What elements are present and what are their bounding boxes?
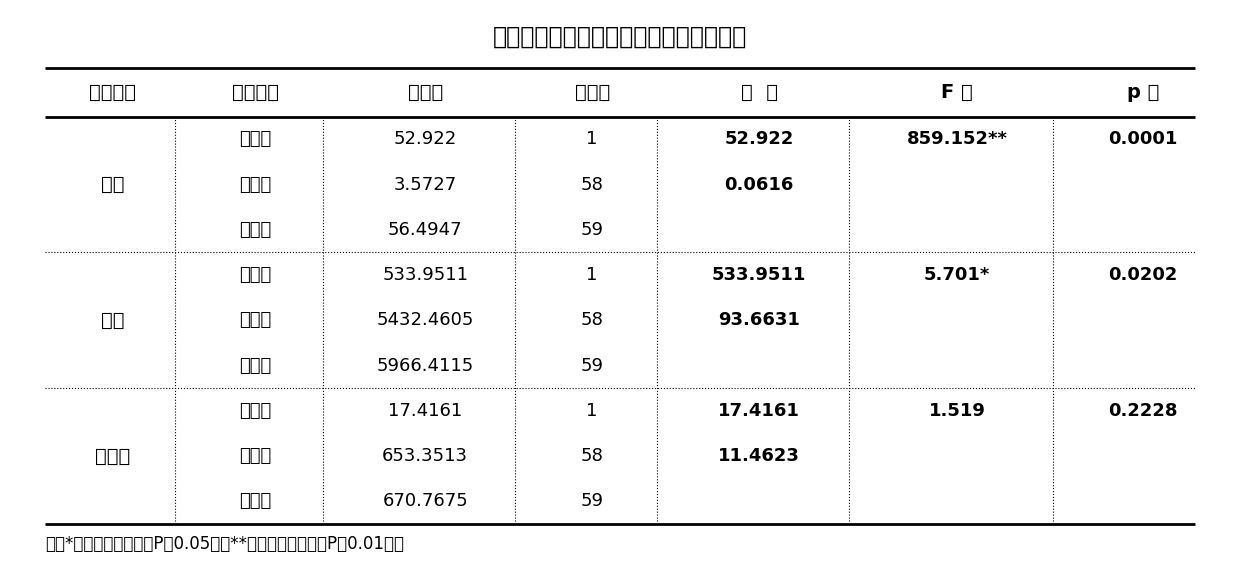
Text: 注：*表示差异极显著（P＜0.05），**表示差异极显著（P＜0.01）。: 注：*表示差异极显著（P＜0.05），**表示差异极显著（P＜0.01）。 [45,535,404,553]
Text: 0.0001: 0.0001 [1109,130,1178,148]
Text: 自由度: 自由度 [574,83,610,102]
Text: 56.4947: 56.4947 [388,221,463,239]
Text: 岩桂采收频率对各性状影响的方差分析表: 岩桂采收频率对各性状影响的方差分析表 [492,24,748,49]
Text: 1.519: 1.519 [929,402,986,420]
Text: 670.7675: 670.7675 [382,492,467,510]
Text: 0.0202: 0.0202 [1109,266,1178,284]
Text: 处理间: 处理间 [239,402,272,420]
Text: 5.701*: 5.701* [924,266,991,284]
Text: 58: 58 [580,447,604,465]
Text: 生物量: 生物量 [95,447,130,466]
Text: 0.0616: 0.0616 [724,176,794,194]
Text: 17.4161: 17.4161 [388,402,463,420]
Text: 处理内: 处理内 [239,447,272,465]
Text: 1: 1 [587,402,598,420]
Text: 5432.4605: 5432.4605 [377,311,474,329]
Text: 58: 58 [580,311,604,329]
Text: 859.152**: 859.152** [906,130,1008,148]
Text: p 值: p 值 [1126,83,1159,102]
Text: 1: 1 [587,266,598,284]
Text: 总变异: 总变异 [239,357,272,375]
Text: 533.9511: 533.9511 [382,266,469,284]
Text: 59: 59 [580,221,604,239]
Text: 93.6631: 93.6631 [718,311,800,329]
Text: 1: 1 [587,130,598,148]
Text: 17.4161: 17.4161 [718,402,800,420]
Text: 59: 59 [580,357,604,375]
Text: 0.2228: 0.2228 [1109,402,1178,420]
Text: 处理间: 处理间 [239,266,272,284]
Text: 533.9511: 533.9511 [712,266,806,284]
Text: 性状指标: 性状指标 [89,83,136,102]
Text: 52.922: 52.922 [393,130,456,148]
Text: 3.5727: 3.5727 [393,176,456,194]
Text: 58: 58 [580,176,604,194]
Text: 52.922: 52.922 [724,130,794,148]
Text: 11.4623: 11.4623 [718,447,800,465]
Text: 总变异: 总变异 [239,492,272,510]
Text: F 值: F 值 [941,83,973,102]
Text: 653.3513: 653.3513 [382,447,469,465]
Text: 处理内: 处理内 [239,176,272,194]
Text: 59: 59 [580,492,604,510]
Text: 平方和: 平方和 [408,83,443,102]
Text: 处理内: 处理内 [239,311,272,329]
Text: 地径: 地径 [100,311,124,330]
Text: 处理间: 处理间 [239,130,272,148]
Text: 总变异: 总变异 [239,221,272,239]
Text: 树高: 树高 [100,175,124,194]
Text: 变异来源: 变异来源 [232,83,279,102]
Text: 均  方: 均 方 [740,83,777,102]
Text: 5966.4115: 5966.4115 [377,357,474,375]
